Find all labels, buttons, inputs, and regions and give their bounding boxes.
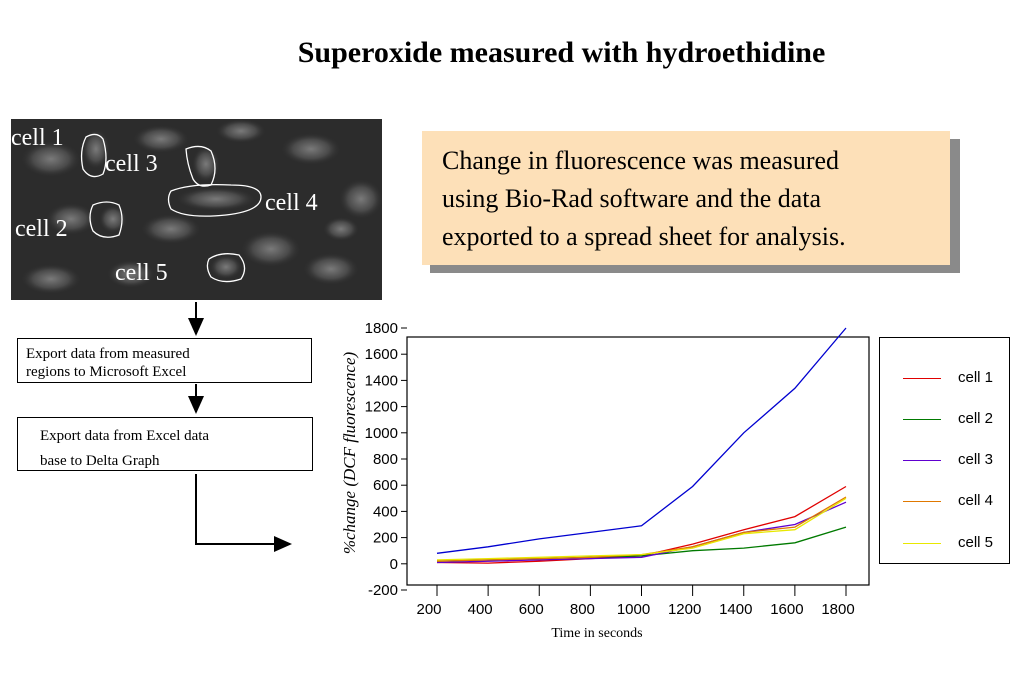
note-line: Change in fluorescence was measured [442,146,840,175]
legend-label: cell 1 [958,369,994,386]
flow-step-export-excel: Export data from measured regions to Mic… [17,338,312,383]
x-tick-label: 1200 [668,601,701,618]
series-line-unlabeled [436,327,847,554]
x-tick-label: 1400 [719,601,752,618]
note-line: exported to a spread sheet for analysis. [442,222,846,251]
cell-label-4: cell 4 [265,190,318,216]
legend-item-cell-5: cell 5 [880,534,1011,554]
legend-label: cell 3 [958,451,994,468]
legend-label: cell 2 [958,410,994,427]
y-tick-label: 1600 [365,346,398,363]
y-tick-label: 0 [390,556,398,573]
x-tick-label: 1000 [617,601,650,618]
legend-swatch [903,378,941,379]
cell-label-3: cell 3 [105,151,158,177]
plot-frame [406,336,870,586]
series-line-cell-2 [436,526,847,562]
cell-label-1: cell 1 [11,125,64,151]
y-tick-label: 1200 [365,399,398,416]
cell-outlines [80,133,262,283]
y-tick-label: 1000 [365,425,398,442]
legend-item-cell-1: cell 1 [880,369,1011,389]
series-line-cell-4 [436,496,847,562]
cell-micrograph [11,119,382,300]
y-axis: -200 0 200 400 600 800 1000 1200 1400 1600 1800 [365,320,407,599]
y-tick-label: 1400 [365,372,398,389]
y-tick-label: 800 [373,451,398,468]
legend-item-cell-2: cell 2 [880,410,1011,430]
x-tick-label: 1800 [821,601,854,618]
legend-item-cell-3: cell 3 [880,451,1011,471]
series-line-cell-1 [436,485,847,564]
note-line: using Bio-Rad software and the data [442,184,822,213]
legend-swatch [903,419,941,420]
flow-step-line: base to Delta Graph [40,453,160,469]
x-tick-label: 200 [416,601,441,618]
x-axis: 200 400 600 800 1000 1200 1400 1600 1800 [416,585,855,618]
flow-step-line: Export data from measured [26,346,190,362]
y-axis-label: %change (DCF fluorescence) [340,351,359,554]
arrow-to-chart [195,474,292,552]
y-tick-label: -200 [368,582,398,599]
legend-label: cell 4 [958,492,994,509]
y-tick-label: 1800 [365,320,398,337]
x-tick-label: 800 [570,601,595,618]
x-tick-label: 600 [519,601,544,618]
legend-swatch [903,460,941,461]
series-group [436,327,847,564]
y-tick-label: 400 [373,503,398,520]
cell-label-2: cell 2 [15,216,68,242]
x-tick-label: 1600 [770,601,803,618]
series-line-cell-3 [436,501,847,564]
cell-blobs [21,119,382,294]
legend-label: cell 5 [958,534,994,551]
x-axis-label: Time in seconds [551,626,642,641]
series-line-cell-5 [436,497,847,561]
cell-label-5: cell 5 [115,260,168,286]
legend-item-cell-4: cell 4 [880,492,1011,512]
x-tick-label: 400 [468,601,493,618]
page-title: Superoxide measured with hydroethidine [297,36,826,69]
note-box: Change in fluorescence was measured usin… [422,131,950,265]
flow-step-line: Export data from Excel data [40,428,210,444]
legend-swatch [903,543,941,544]
chart-legend: cell 1 cell 2 cell 3 cell 4 cell 5 [879,337,1010,564]
flow-step-line: regions to Microsoft Excel [26,364,187,380]
y-tick-label: 600 [373,477,398,494]
y-tick-label: 200 [373,530,398,547]
legend-swatch [903,501,941,502]
flow-step-export-deltagraph: Export data from Excel data base to Delt… [17,417,313,471]
